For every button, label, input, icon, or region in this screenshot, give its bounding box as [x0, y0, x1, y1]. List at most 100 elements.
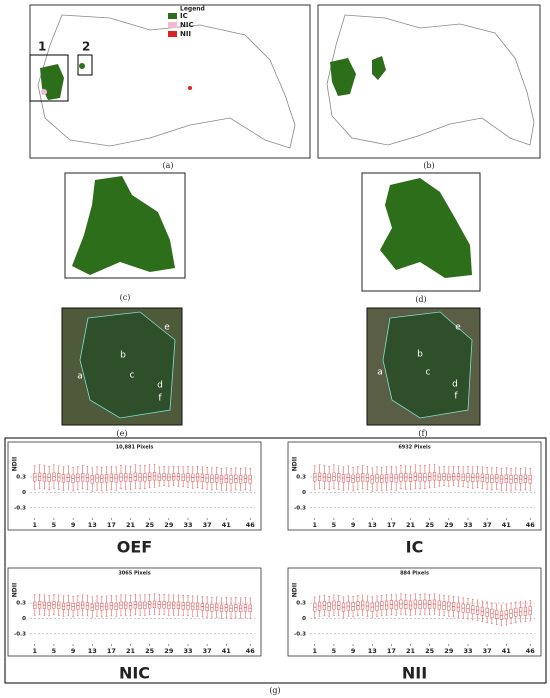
x-tick-label: 25 [145, 521, 155, 529]
x-tick-label: 13 [368, 521, 377, 529]
panel-label: (b) [423, 161, 434, 170]
chart-title: 884 Pixels [400, 571, 429, 577]
inset-box [29, 54, 69, 102]
chart-panel [287, 567, 542, 657]
x-tick-label: 17 [387, 647, 396, 655]
x-tick-label: 37 [483, 521, 492, 529]
forest-outline [79, 311, 176, 419]
x-tick-label: 46 [526, 521, 536, 529]
x-tick-label: 37 [483, 647, 492, 655]
x-tick-label: 46 [246, 521, 256, 529]
boxplot-frame [4, 437, 547, 684]
big-label: NIC [119, 664, 150, 683]
legend-item: IC [180, 12, 188, 20]
ic-patch [72, 176, 175, 275]
x-tick-label: 9 [71, 521, 76, 529]
panel-label: (g) [269, 686, 280, 695]
zone-label: a [377, 368, 383, 378]
x-tick-label: 37 [203, 521, 212, 529]
x-tick-label: 13 [88, 521, 97, 529]
legend-swatch [168, 22, 177, 28]
x-tick-label: 25 [425, 647, 435, 655]
x-tick-label: 13 [368, 647, 377, 655]
inset-label: 1 [38, 40, 46, 54]
chart-panel [287, 441, 542, 531]
y-tick-label: 0 [302, 616, 306, 622]
y-tick-label: 0.3 [296, 475, 306, 481]
chart-panel [7, 567, 262, 657]
y-tick-label: -0.3 [294, 631, 306, 637]
catchment-outline [37, 14, 296, 149]
y-tick-label: 0 [22, 616, 26, 622]
catchment-outline [326, 14, 535, 146]
zone-label: b [417, 350, 423, 360]
big-label: OEF [117, 538, 152, 557]
x-tick-label: 46 [526, 647, 536, 655]
chart-panel [7, 441, 262, 531]
inset-label: 2 [82, 40, 90, 54]
x-tick-label: 29 [164, 521, 174, 529]
y-axis-label: NDII [12, 457, 19, 471]
y-axis-label: NDII [292, 583, 299, 597]
x-tick-label: 9 [351, 521, 356, 529]
x-tick-label: 1 [313, 647, 318, 655]
x-tick-label: 17 [107, 647, 116, 655]
big-label: IC [406, 538, 424, 557]
zone-label: c [426, 368, 431, 378]
y-tick-label: -0.3 [14, 505, 26, 511]
y-tick-label: -0.3 [14, 631, 26, 637]
x-tick-label: 41 [502, 647, 512, 655]
x-tick-label: 9 [351, 647, 356, 655]
legend-swatch [168, 13, 177, 19]
forest-outline [382, 311, 473, 419]
legend-swatch [168, 31, 177, 37]
y-axis-label: NDII [292, 457, 299, 471]
panel-label: (f) [418, 429, 427, 438]
y-tick-label: 0.3 [16, 475, 26, 481]
ic-patch [79, 63, 85, 69]
zone-label: e [164, 323, 170, 333]
x-tick-label: 17 [107, 521, 116, 529]
chart-title: 10,881 Pixels [116, 445, 154, 451]
panel-label: (e) [117, 429, 128, 438]
big-label: NII [402, 664, 427, 683]
y-tick-label: 0 [22, 490, 26, 496]
x-tick-label: 5 [52, 521, 57, 529]
zone-label: b [120, 351, 126, 361]
x-tick-label: 46 [246, 647, 256, 655]
x-tick-label: 41 [502, 521, 512, 529]
x-tick-label: 33 [463, 647, 472, 655]
x-tick-label: 5 [332, 521, 337, 529]
x-tick-label: 5 [52, 647, 57, 655]
x-tick-label: 21 [406, 647, 416, 655]
x-tick-label: 21 [126, 521, 136, 529]
x-tick-label: 5 [332, 647, 337, 655]
y-tick-label: 0 [302, 490, 306, 496]
x-tick-label: 13 [88, 647, 97, 655]
x-tick-label: 1 [33, 647, 38, 655]
ic-patch [372, 56, 386, 80]
ic-patch [330, 58, 356, 96]
panel-label: (d) [415, 295, 426, 304]
y-tick-label: 0.3 [16, 601, 26, 607]
x-tick-label: 29 [444, 521, 454, 529]
legend-item: NII [180, 30, 191, 38]
x-tick-label: 21 [126, 647, 136, 655]
x-tick-label: 25 [145, 647, 155, 655]
x-tick-label: 25 [425, 521, 435, 529]
y-tick-label: -0.3 [294, 505, 306, 511]
x-tick-label: 9 [71, 647, 76, 655]
x-tick-label: 29 [164, 647, 174, 655]
x-tick-label: 33 [463, 521, 472, 529]
chart-title: 3065 Pixels [118, 571, 150, 577]
legend-item: NIC [180, 21, 194, 29]
x-tick-label: 33 [183, 521, 192, 529]
ic-patch [380, 178, 472, 278]
x-tick-label: 33 [183, 647, 192, 655]
zone-label: f [454, 392, 458, 402]
nic-patch [41, 89, 47, 95]
y-tick-label: 0.3 [296, 601, 306, 607]
x-tick-label: 37 [203, 647, 212, 655]
zone-label: c [130, 371, 135, 381]
